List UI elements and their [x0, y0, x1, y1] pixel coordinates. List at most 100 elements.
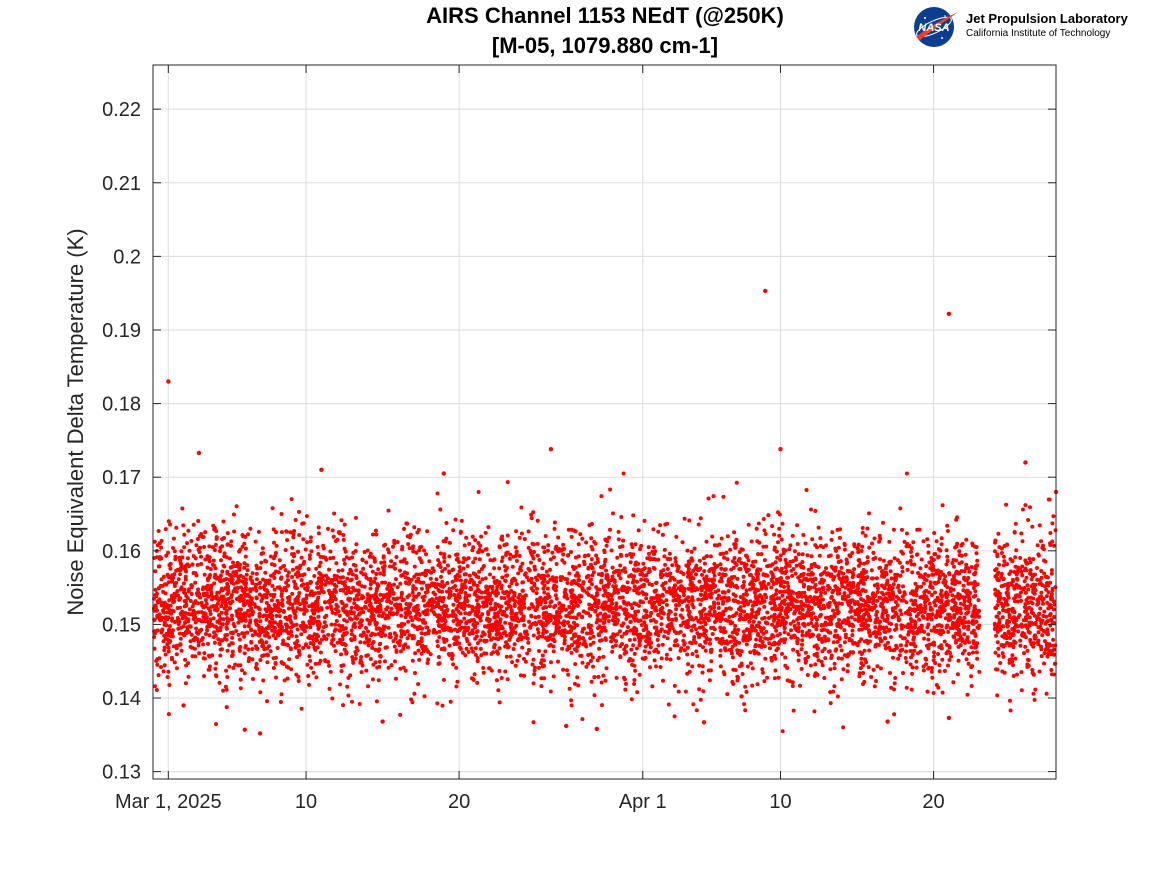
data-point: [1033, 687, 1038, 692]
data-point: [740, 672, 745, 676]
data-point: [518, 603, 523, 608]
data-point: [196, 640, 201, 645]
data-point: [856, 563, 861, 568]
data-point: [488, 601, 493, 606]
data-point: [171, 536, 176, 541]
data-point: [924, 564, 929, 569]
data-point: [741, 574, 746, 579]
data-point: [688, 640, 693, 645]
data-point: [475, 659, 480, 664]
data-point: [497, 545, 502, 550]
data-point: [592, 693, 597, 698]
data-point: [641, 615, 646, 620]
data-point: [260, 654, 265, 658]
data-point: [573, 662, 578, 667]
data-point: [190, 562, 195, 567]
data-point: [918, 566, 923, 571]
data-point: [386, 508, 391, 513]
data-point: [440, 579, 445, 584]
data-point: [762, 679, 767, 684]
data-point: [836, 560, 841, 564]
data-point: [844, 575, 849, 580]
data-point: [687, 518, 692, 523]
data-point: [247, 656, 252, 661]
data-point: [796, 629, 801, 634]
data-point: [608, 487, 613, 492]
data-point: [401, 643, 406, 648]
data-point: [186, 661, 191, 666]
data-point: [636, 591, 641, 596]
data-point: [824, 566, 828, 571]
data-point: [792, 611, 797, 616]
data-point: [609, 597, 614, 602]
data-point: [629, 697, 634, 702]
data-point: [849, 615, 854, 620]
data-point: [182, 604, 187, 609]
data-point: [725, 534, 730, 539]
data-point: [438, 507, 443, 512]
data-point: [746, 567, 751, 572]
data-point: [627, 574, 632, 579]
data-point: [374, 588, 379, 593]
data-point: [770, 622, 775, 627]
data-point: [636, 528, 641, 533]
data-point: [874, 576, 879, 581]
data-point: [948, 589, 953, 594]
data-point: [523, 571, 528, 576]
data-point: [598, 565, 603, 570]
data-point: [172, 660, 177, 665]
data-point: [926, 543, 931, 548]
data-point: [575, 675, 580, 680]
data-point: [801, 533, 806, 537]
data-point: [667, 628, 672, 633]
data-point: [718, 653, 723, 658]
data-point: [423, 590, 428, 595]
data-point: [330, 528, 335, 533]
data-point: [318, 650, 323, 655]
data-point: [400, 544, 405, 549]
data-point: [904, 643, 909, 648]
data-point: [424, 625, 429, 630]
data-point: [1035, 566, 1039, 570]
data-point: [531, 657, 536, 662]
data-point: [793, 555, 798, 560]
data-point: [275, 646, 280, 650]
data-point: [1005, 542, 1010, 547]
data-point: [826, 587, 830, 592]
data-point: [893, 578, 898, 583]
data-point: [764, 629, 769, 634]
data-point: [296, 594, 301, 599]
data-point: [394, 649, 399, 654]
data-point: [791, 559, 795, 564]
data-point: [1041, 614, 1046, 618]
data-point: [786, 609, 791, 614]
data-point: [633, 668, 638, 673]
data-point: [841, 725, 846, 730]
data-point: [628, 628, 633, 633]
data-point: [332, 643, 336, 648]
data-point: [618, 545, 622, 549]
data-point: [970, 621, 975, 626]
data-point: [520, 561, 525, 566]
data-point: [277, 558, 282, 563]
data-point: [928, 566, 933, 571]
data-point: [666, 702, 671, 707]
data-point: [406, 609, 411, 614]
data-point: [246, 532, 251, 537]
data-point: [462, 543, 467, 548]
data-point: [486, 610, 491, 614]
data-point: [530, 662, 535, 667]
data-point: [1049, 617, 1054, 622]
data-point: [776, 642, 781, 646]
data-point: [816, 634, 820, 639]
data-point: [395, 585, 400, 590]
data-point: [191, 617, 196, 621]
data-point: [1038, 606, 1043, 611]
data-point: [784, 620, 788, 625]
data-point: [763, 592, 768, 597]
data-point: [376, 583, 381, 588]
data-point: [199, 554, 203, 559]
data-point: [694, 708, 699, 713]
data-point: [629, 542, 634, 547]
data-point: [932, 654, 936, 659]
